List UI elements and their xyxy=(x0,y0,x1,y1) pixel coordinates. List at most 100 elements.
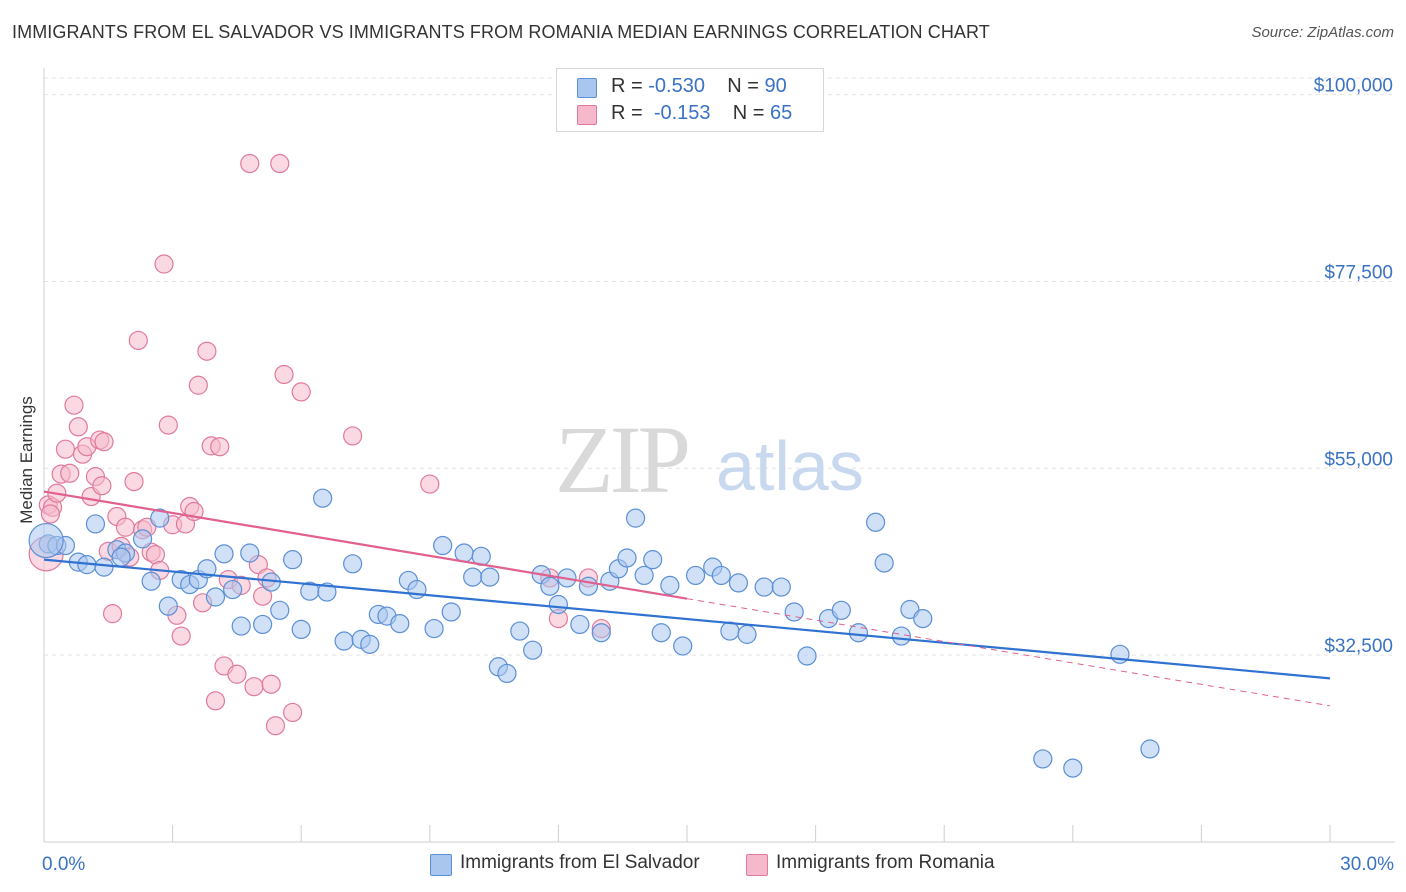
legend-row-el-salvador: R = -0.530 N = 90 xyxy=(577,75,787,99)
romania-point xyxy=(40,504,61,524)
r-value: -0.153 xyxy=(653,102,711,124)
el-salvador-point xyxy=(548,594,569,615)
el-salvador-point xyxy=(685,565,706,586)
el-salvador-point xyxy=(390,613,410,634)
watermark-zip: ZIP xyxy=(555,406,688,513)
el-salvador-point xyxy=(317,582,337,602)
el-salvador-point xyxy=(673,636,693,656)
romania-point xyxy=(171,626,191,646)
el-salvador-point xyxy=(728,573,749,593)
watermark-atlas: atlas xyxy=(716,427,864,505)
romania-point xyxy=(197,341,217,361)
el-salvador-point xyxy=(214,544,234,564)
romania-point xyxy=(124,471,144,492)
el-salvador-point xyxy=(28,522,64,559)
el-salvador-point xyxy=(660,575,680,595)
legend-swatch-pink xyxy=(577,105,597,125)
legend-swatch-pink xyxy=(746,854,768,876)
el-salvador-point xyxy=(570,614,590,635)
el-salvador-point xyxy=(270,600,290,620)
r-value: -0.530 xyxy=(648,75,705,97)
el-salvador-point xyxy=(150,508,170,528)
el-salvador-point xyxy=(497,663,517,684)
n-label: N = xyxy=(727,75,765,97)
romania-point xyxy=(94,432,114,452)
romania-point xyxy=(244,677,264,697)
romania-point xyxy=(265,716,286,736)
el-salvador-point xyxy=(111,547,131,567)
el-salvador-point xyxy=(891,626,911,646)
el-salvador-point xyxy=(617,548,637,568)
el-salvador-point xyxy=(866,512,886,532)
romania-point xyxy=(253,586,273,606)
el-salvador-point xyxy=(283,550,303,570)
el-salvador-point xyxy=(540,576,560,596)
romania-point xyxy=(154,254,174,274)
el-salvador-point xyxy=(424,618,444,639)
romania-point xyxy=(283,702,303,723)
el-salvador-point xyxy=(754,577,774,597)
y-tick-label: $55,000 xyxy=(1324,449,1393,470)
el-salvador-point xyxy=(651,623,671,643)
legend-swatch-blue xyxy=(577,78,597,98)
el-salvador-point xyxy=(797,646,817,666)
romania-point xyxy=(343,426,363,446)
el-salvador-point xyxy=(240,543,260,563)
el-salvador-point xyxy=(480,567,500,587)
el-salvador-point xyxy=(1140,739,1160,759)
el-salvador-point xyxy=(441,602,461,622)
el-salvador-point xyxy=(1033,749,1053,769)
romania-point xyxy=(210,437,230,457)
y-tick-label: $100,000 xyxy=(1314,76,1393,97)
watermark: ZIP atlas xyxy=(555,406,864,513)
n-value: 65 xyxy=(770,102,793,124)
romania-point xyxy=(291,382,311,402)
romania-point xyxy=(240,153,260,174)
el-salvador-point xyxy=(313,488,333,508)
romania-point xyxy=(145,545,166,565)
el-salvador-point xyxy=(407,579,427,600)
series-romania-points xyxy=(28,153,611,736)
romania-trend-line xyxy=(43,490,688,600)
el-salvador-point xyxy=(334,631,354,651)
el-salvador-point xyxy=(625,508,646,528)
el-salvador-point xyxy=(591,623,611,643)
romania-point xyxy=(158,415,178,435)
el-salvador-point xyxy=(463,567,483,587)
el-salvador-point xyxy=(343,554,363,574)
el-salvador-point xyxy=(433,535,453,556)
romania-point xyxy=(274,364,294,385)
legend-label: Immigrants from El Salvador xyxy=(460,852,700,873)
romania-point xyxy=(205,691,226,711)
series-el-salvador-points xyxy=(28,488,1160,778)
romania-trend-line-extension xyxy=(686,598,1331,707)
el-salvador-point xyxy=(711,565,731,586)
romania-point xyxy=(55,439,76,459)
el-salvador-point xyxy=(771,577,791,597)
legend-label: Immigrants from Romania xyxy=(776,852,995,873)
el-salvador-point xyxy=(874,553,894,573)
el-salvador-point xyxy=(158,596,178,616)
romania-point xyxy=(128,330,148,351)
el-salvador-point xyxy=(720,621,740,641)
romania-point xyxy=(261,674,281,694)
r-label: R = xyxy=(611,75,649,97)
el-salvador-point xyxy=(94,557,114,577)
romania-point xyxy=(92,476,112,496)
x-tick-label-max: 30.0% xyxy=(1340,854,1394,875)
el-salvador-point xyxy=(510,621,530,641)
el-salvador-point xyxy=(913,609,933,629)
el-salvador-point xyxy=(291,619,311,640)
el-salvador-point xyxy=(578,576,599,596)
el-salvador-point xyxy=(85,514,106,534)
romania-point xyxy=(68,417,88,437)
el-salvador-point xyxy=(205,587,226,607)
el-salvador-point xyxy=(141,571,161,591)
y-tick-label: $32,500 xyxy=(1324,636,1393,657)
n-value: 90 xyxy=(764,75,787,97)
el-salvador-point xyxy=(1063,758,1083,778)
el-salvador-point xyxy=(831,600,851,620)
y-tick-label: $77,500 xyxy=(1324,262,1393,283)
el-salvador-point xyxy=(784,602,804,622)
